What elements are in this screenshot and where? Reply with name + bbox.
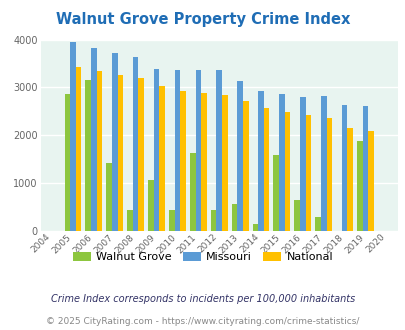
Bar [367,130,373,231]
Bar [85,80,91,231]
Bar [200,93,206,231]
Text: © 2025 CityRating.com - https://www.cityrating.com/crime-statistics/: © 2025 CityRating.com - https://www.city… [46,317,359,326]
Text: Walnut Grove Property Crime Index: Walnut Grove Property Crime Index [55,12,350,26]
Bar [314,217,320,231]
Bar [263,108,269,231]
Bar [222,95,227,231]
Bar [159,86,164,231]
Bar [153,69,159,231]
Bar [112,53,117,231]
Bar [64,94,70,231]
Bar [70,43,76,231]
Bar [132,57,138,231]
Bar [127,210,132,231]
Bar [273,155,278,231]
Bar [106,163,112,231]
Bar [326,118,331,231]
Bar [278,94,284,231]
Bar [195,70,200,231]
Bar [168,210,174,231]
Bar [237,81,242,231]
Bar [138,78,144,231]
Bar [341,105,347,231]
Legend: Walnut Grove, Missouri, National: Walnut Grove, Missouri, National [68,248,337,267]
Bar [174,70,180,231]
Text: Crime Index corresponds to incidents per 100,000 inhabitants: Crime Index corresponds to incidents per… [51,294,354,304]
Bar [252,224,258,231]
Bar [96,71,102,231]
Bar [148,180,153,231]
Bar [117,75,123,231]
Bar [91,48,96,231]
Bar [284,112,290,231]
Bar [231,204,237,231]
Bar [180,91,185,231]
Bar [356,141,362,231]
Bar [190,152,195,231]
Bar [242,101,248,231]
Bar [299,97,305,231]
Bar [362,106,367,231]
Bar [216,70,222,231]
Bar [76,67,81,231]
Bar [320,96,326,231]
Bar [294,200,299,231]
Bar [347,128,352,231]
Bar [305,115,311,231]
Bar [258,91,263,231]
Bar [210,210,216,231]
